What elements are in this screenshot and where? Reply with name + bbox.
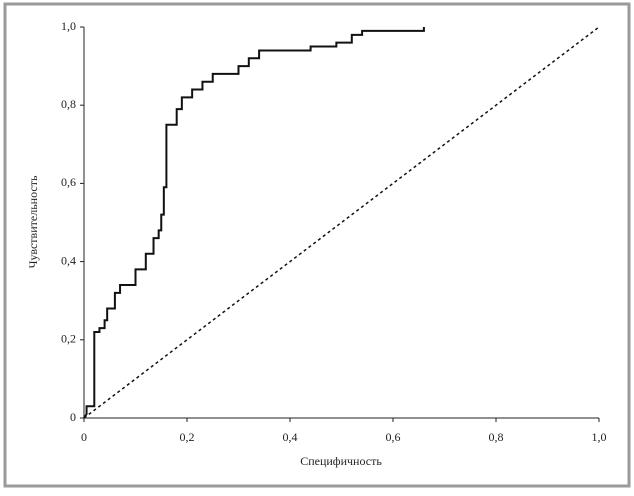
roc-curve — [83, 27, 425, 419]
x-axis-title: Специфичность — [300, 454, 382, 468]
y-axis-title: Чувствительность — [26, 175, 40, 268]
frame — [3, 2, 631, 488]
x-tick-label: 1,0 — [592, 430, 607, 444]
y-tick-label: 1,0 — [61, 19, 76, 33]
y-tick-label: 0,6 — [61, 175, 76, 189]
x-tick-label: 0,8 — [489, 430, 504, 444]
y-tick-label: 0,8 — [61, 97, 76, 111]
x-tick-label: 0,6 — [386, 430, 401, 444]
y-tick-label: 0 — [70, 410, 76, 424]
x-tick-label: 0,2 — [180, 430, 195, 444]
x-tick-label: 0,4 — [283, 430, 298, 444]
y-tick-label: 0,4 — [61, 253, 76, 267]
x-tick-label: 0 — [81, 430, 87, 444]
y-tick-label: 0,2 — [61, 332, 76, 346]
